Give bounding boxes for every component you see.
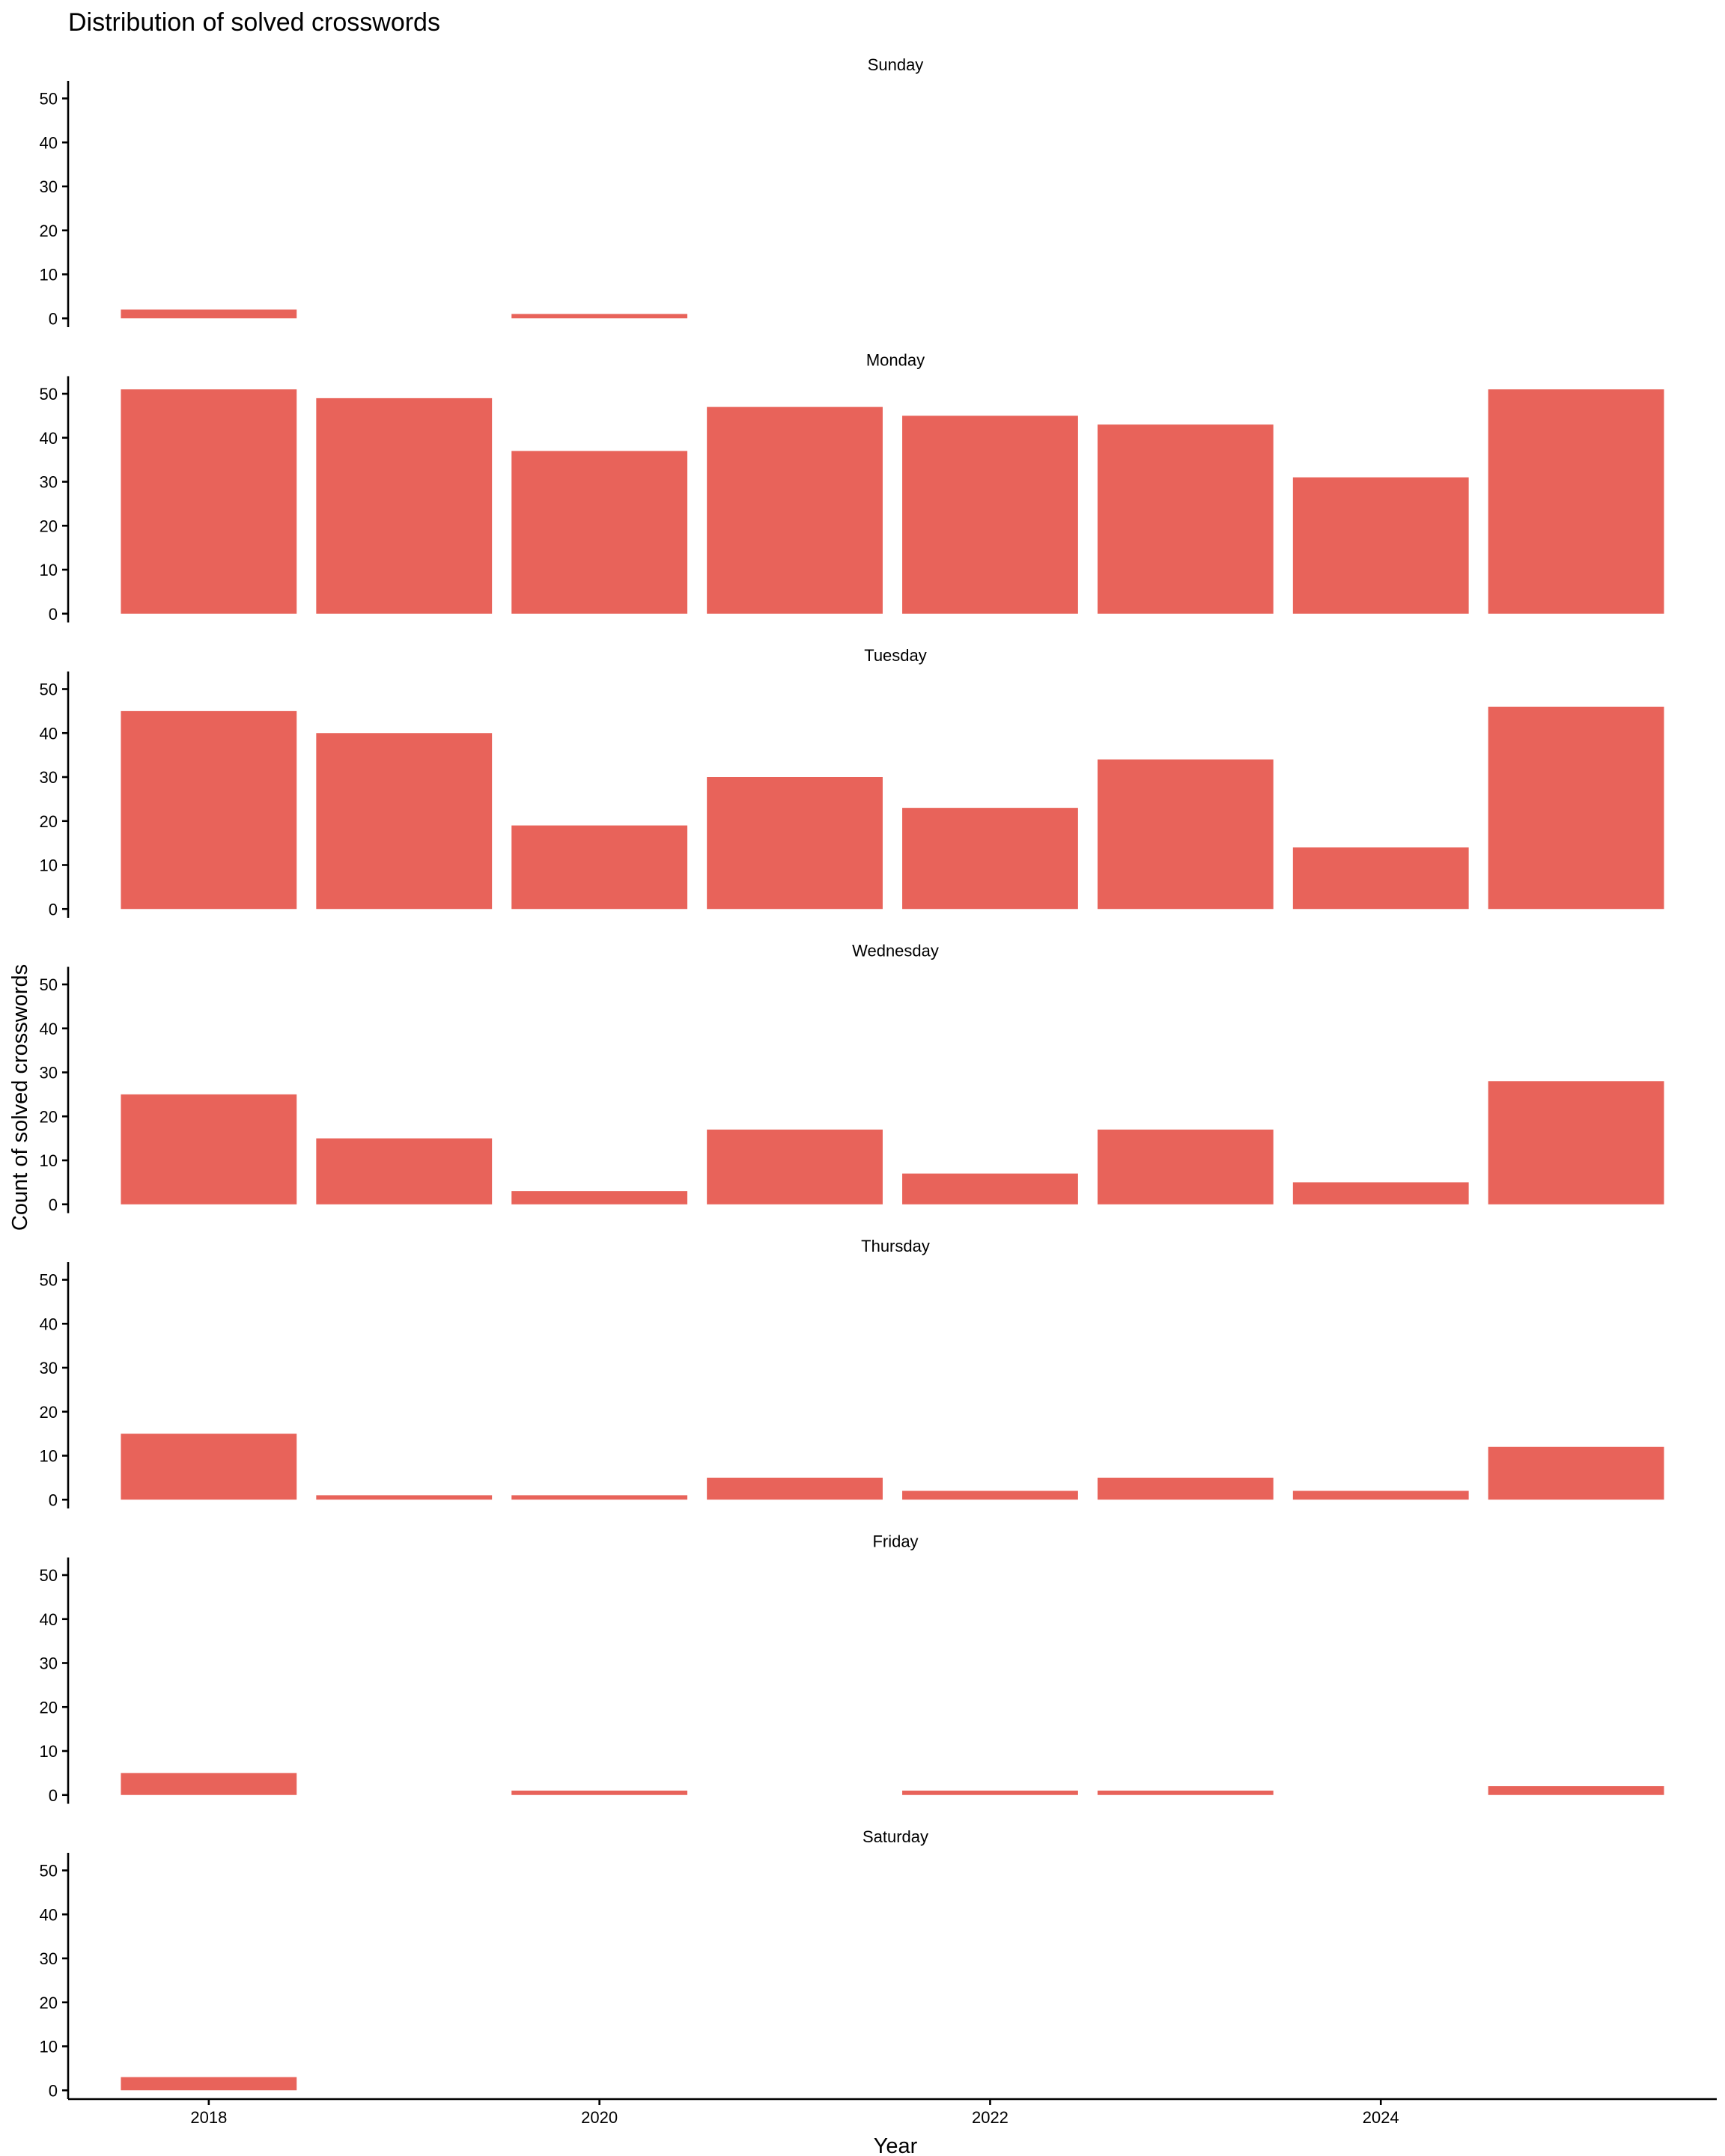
- y-tick-label: 20: [40, 1403, 58, 1422]
- y-tick-label: 50: [40, 1862, 58, 1881]
- y-axis-title: Count of solved crosswords: [8, 964, 32, 1231]
- facet-label: Saturday: [862, 1827, 928, 1846]
- bar: [121, 1773, 297, 1795]
- y-tick-label: 0: [49, 605, 58, 624]
- y-tick-label: 50: [40, 90, 58, 109]
- bar: [902, 1490, 1078, 1500]
- y-tick-label: 0: [49, 900, 58, 919]
- bar: [1488, 1081, 1664, 1205]
- y-tick-label: 30: [40, 768, 58, 787]
- y-tick-label: 10: [40, 561, 58, 579]
- bar: [1292, 1490, 1469, 1500]
- y-tick-label: 20: [40, 812, 58, 831]
- y-tick-label: 20: [40, 1107, 58, 1126]
- chart-title: Distribution of solved crosswords: [68, 8, 440, 37]
- y-tick-label: 30: [40, 1949, 58, 1968]
- y-tick-label: 50: [40, 385, 58, 404]
- bar: [1097, 1477, 1274, 1500]
- bar: [1292, 477, 1469, 614]
- bar: [121, 389, 297, 614]
- y-tick-label: 30: [40, 1654, 58, 1673]
- y-tick-label: 0: [49, 309, 58, 328]
- y-tick-label: 50: [40, 680, 58, 699]
- bar: [902, 808, 1078, 910]
- y-tick-label: 40: [40, 1020, 58, 1038]
- bar: [707, 1129, 883, 1205]
- x-tick-label: 2024: [1363, 2108, 1399, 2127]
- bar: [707, 1477, 883, 1500]
- y-tick-label: 30: [40, 177, 58, 196]
- bar: [121, 2077, 297, 2091]
- y-tick-label: 10: [40, 2038, 58, 2056]
- y-tick-label: 50: [40, 1271, 58, 1290]
- bar: [707, 406, 883, 614]
- facet-label: Wednesday: [852, 942, 939, 960]
- y-tick-label: 20: [40, 1698, 58, 1717]
- x-tick-label: 2020: [581, 2108, 618, 2127]
- bar: [1488, 389, 1664, 614]
- bar: [1488, 1786, 1664, 1795]
- bar: [316, 1138, 493, 1205]
- y-tick-label: 30: [40, 1064, 58, 1082]
- y-tick-label: 50: [40, 1566, 58, 1585]
- y-tick-label: 0: [49, 1786, 58, 1805]
- y-tick-label: 10: [40, 1742, 58, 1761]
- bar: [511, 1495, 688, 1500]
- x-tick-label: 2018: [190, 2108, 227, 2127]
- y-tick-label: 40: [40, 1905, 58, 1924]
- bar: [316, 1495, 493, 1500]
- bar: [902, 1173, 1078, 1205]
- bar: [1292, 847, 1469, 910]
- y-tick-label: 10: [40, 1447, 58, 1466]
- y-tick-label: 40: [40, 724, 58, 743]
- bar: [1292, 1182, 1469, 1205]
- bar: [1097, 759, 1274, 910]
- bar: [316, 733, 493, 910]
- y-tick-label: 40: [40, 1610, 58, 1629]
- bar: [121, 309, 297, 319]
- facet-label: Friday: [872, 1532, 918, 1551]
- facet-label: Sunday: [868, 55, 924, 74]
- x-tick-label: 2022: [972, 2108, 1008, 2127]
- bar: [511, 825, 688, 910]
- bar: [511, 314, 688, 319]
- y-tick-label: 30: [40, 1359, 58, 1377]
- bar: [511, 1191, 688, 1205]
- bar: [121, 710, 297, 910]
- facet-label: Thursday: [861, 1237, 930, 1255]
- y-tick-label: 0: [49, 1196, 58, 1214]
- y-tick-label: 10: [40, 856, 58, 875]
- bar: [1097, 1129, 1274, 1205]
- y-tick-label: 10: [40, 1151, 58, 1170]
- bar: [121, 1094, 297, 1205]
- y-tick-label: 40: [40, 429, 58, 448]
- bar: [511, 451, 688, 614]
- bar: [707, 777, 883, 910]
- bar: [121, 1434, 297, 1500]
- bar: [902, 415, 1078, 614]
- bar: [316, 398, 493, 614]
- y-tick-label: 0: [49, 1490, 58, 1509]
- bar: [1488, 1446, 1664, 1500]
- y-tick-label: 20: [40, 1994, 58, 2012]
- facet-label: Monday: [866, 351, 925, 370]
- y-tick-label: 10: [40, 266, 58, 284]
- y-tick-label: 40: [40, 1315, 58, 1333]
- facet-label: Tuesday: [864, 646, 927, 665]
- bar: [1097, 1790, 1274, 1795]
- bar: [1488, 707, 1664, 910]
- bar: [902, 1790, 1078, 1795]
- x-axis-title: Year: [874, 2134, 918, 2156]
- y-tick-label: 50: [40, 975, 58, 994]
- y-tick-label: 30: [40, 473, 58, 492]
- bar: [511, 1790, 688, 1795]
- bar: [1097, 424, 1274, 614]
- y-tick-label: 20: [40, 222, 58, 240]
- y-tick-label: 40: [40, 133, 58, 152]
- y-tick-label: 0: [49, 2081, 58, 2100]
- y-tick-label: 20: [40, 517, 58, 535]
